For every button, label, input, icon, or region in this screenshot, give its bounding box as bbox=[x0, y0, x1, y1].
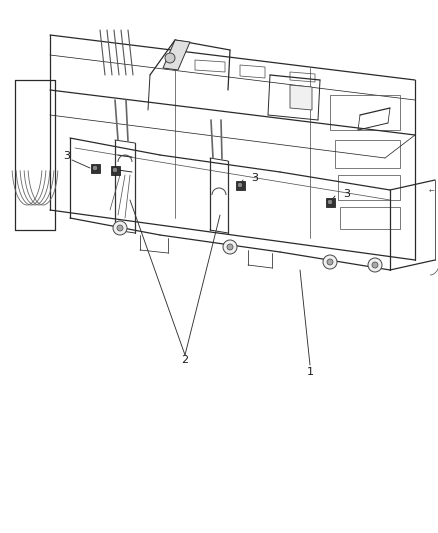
Circle shape bbox=[223, 240, 237, 254]
Text: 1: 1 bbox=[307, 367, 314, 377]
Polygon shape bbox=[91, 164, 99, 173]
Polygon shape bbox=[290, 85, 312, 110]
Circle shape bbox=[113, 221, 127, 235]
Text: ←: ← bbox=[429, 189, 435, 195]
Circle shape bbox=[112, 167, 118, 173]
Polygon shape bbox=[325, 198, 335, 206]
Circle shape bbox=[165, 53, 175, 63]
Polygon shape bbox=[110, 166, 120, 174]
Text: 3: 3 bbox=[343, 189, 350, 199]
Polygon shape bbox=[163, 40, 190, 70]
Text: 3: 3 bbox=[64, 151, 71, 161]
Circle shape bbox=[372, 262, 378, 268]
Polygon shape bbox=[236, 181, 244, 190]
Circle shape bbox=[117, 225, 123, 231]
Circle shape bbox=[368, 258, 382, 272]
Text: 2: 2 bbox=[181, 355, 189, 365]
Circle shape bbox=[323, 255, 337, 269]
Circle shape bbox=[327, 199, 333, 205]
Circle shape bbox=[327, 259, 333, 265]
Circle shape bbox=[227, 244, 233, 250]
Circle shape bbox=[92, 165, 98, 171]
Text: 3: 3 bbox=[251, 173, 258, 183]
Circle shape bbox=[237, 182, 243, 188]
